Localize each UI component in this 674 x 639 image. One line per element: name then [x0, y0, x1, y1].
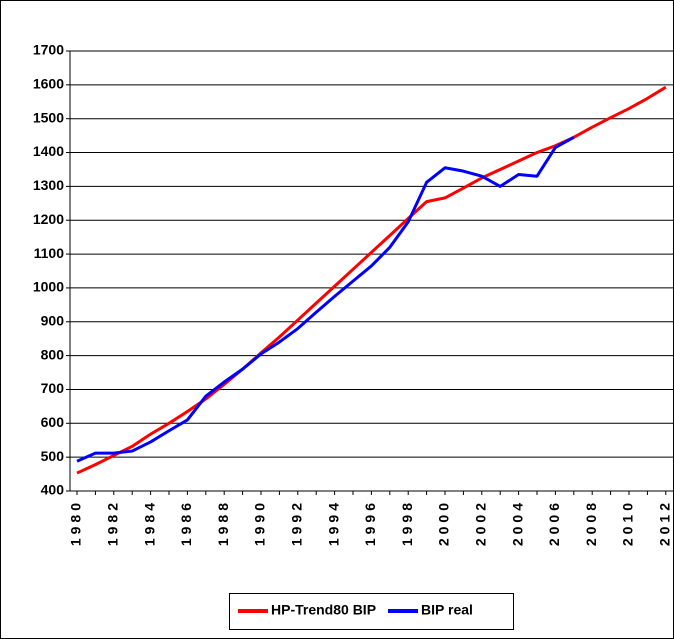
y-tick-label: 600 [41, 414, 65, 430]
x-tick-label: 2002 [473, 499, 489, 546]
x-tick-label: 1982 [105, 499, 121, 546]
x-tick-label: 1998 [399, 499, 415, 546]
legend-box [229, 593, 514, 630]
x-tick-label: 2000 [436, 499, 452, 546]
legend-label: BIP real [421, 602, 473, 618]
x-tick-label: 2010 [620, 499, 636, 546]
legend-label: HP-Trend80 BIP [271, 602, 376, 618]
x-tick-label: 1980 [68, 499, 84, 546]
y-tick-label: 1600 [33, 76, 64, 92]
x-tick-label: 2006 [546, 499, 562, 546]
x-tick-label: 1988 [215, 499, 231, 546]
series-line [76, 135, 575, 463]
y-tick-label: 900 [41, 312, 65, 328]
x-tick-label: 1990 [252, 499, 268, 546]
x-tick-label: 2012 [657, 499, 673, 546]
y-tick-label: 1500 [33, 109, 64, 125]
x-tick-label: 1994 [325, 499, 341, 546]
y-tick-label: 800 [41, 346, 65, 362]
x-tick-label: 2004 [509, 499, 525, 546]
y-tick-label: 1300 [33, 177, 64, 193]
y-tick-label: 1400 [33, 143, 64, 159]
y-tick-label: 1000 [33, 279, 64, 295]
x-tick-label: 1986 [178, 499, 194, 546]
y-tick-label: 1200 [33, 211, 64, 227]
x-tick-label: 2008 [583, 499, 599, 546]
y-tick-label: 1700 [33, 42, 64, 58]
x-tick-label: 1984 [141, 499, 157, 546]
x-tick-label: 1992 [289, 499, 305, 546]
y-tick-label: 400 [41, 482, 65, 498]
x-tick-label: 1996 [362, 499, 378, 546]
y-tick-label: 500 [41, 448, 65, 464]
y-tick-label: 700 [41, 380, 65, 396]
y-tick-label: 1100 [34, 245, 65, 261]
